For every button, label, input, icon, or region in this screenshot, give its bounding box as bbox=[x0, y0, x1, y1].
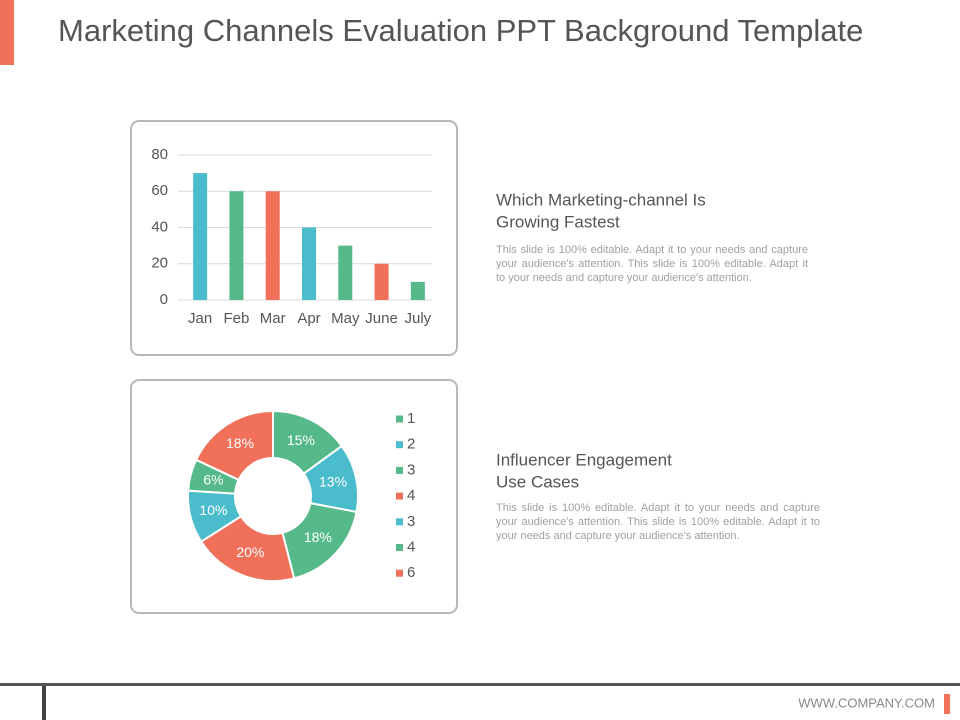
data-label: 6% bbox=[203, 471, 223, 487]
section-title: Which Marketing-channel Is bbox=[496, 190, 706, 209]
legend-label: 4 bbox=[407, 538, 415, 555]
legend-swatch bbox=[396, 569, 403, 577]
bar bbox=[229, 191, 244, 300]
section-body: This slide is 100% editable. Adapt it to… bbox=[496, 502, 820, 542]
x-tick-label: Mar bbox=[260, 310, 286, 327]
donut-segment bbox=[194, 409, 274, 482]
section-title: Influencer Engagement bbox=[496, 450, 672, 469]
data-label: 13% bbox=[319, 473, 347, 489]
x-tick-label: Apr bbox=[297, 310, 320, 327]
data-label: 18% bbox=[304, 529, 332, 545]
section-title: Use Cases bbox=[496, 472, 579, 491]
footer-accent bbox=[42, 686, 46, 720]
footer-accent bbox=[944, 694, 950, 714]
x-tick-label: Feb bbox=[223, 310, 249, 327]
x-tick-label: May bbox=[331, 310, 360, 327]
footer-line bbox=[0, 683, 960, 686]
accent-bar bbox=[0, 0, 14, 65]
bar bbox=[302, 227, 316, 300]
x-tick-label: July bbox=[405, 310, 432, 327]
bar bbox=[193, 173, 208, 300]
y-tick-label: 20 bbox=[151, 255, 168, 272]
bar bbox=[374, 263, 389, 300]
y-tick-label: 40 bbox=[151, 218, 168, 235]
legend-label: 3 bbox=[407, 461, 415, 478]
data-label: 18% bbox=[226, 435, 254, 451]
bar bbox=[410, 281, 425, 300]
legend-swatch bbox=[396, 544, 403, 551]
bar bbox=[338, 245, 353, 300]
section-body: This slide is 100% editable. Adapt it to… bbox=[496, 244, 808, 284]
legend-swatch bbox=[396, 466, 403, 474]
section-title: Growing Fastest bbox=[496, 212, 620, 231]
legend-label: 1 bbox=[407, 410, 415, 427]
x-tick-label: June bbox=[365, 310, 398, 327]
data-label: 20% bbox=[236, 544, 264, 560]
x-tick-label: Jan bbox=[188, 310, 212, 327]
bar bbox=[265, 191, 280, 300]
legend-label: 3 bbox=[407, 513, 415, 530]
y-tick-label: 0 bbox=[160, 291, 168, 308]
legend-swatch bbox=[396, 415, 403, 423]
legend-label: 4 bbox=[407, 487, 415, 504]
legend-label: 2 bbox=[407, 436, 415, 453]
footer-url: WWW.COMPANY.COM bbox=[798, 695, 935, 710]
legend-swatch bbox=[396, 441, 403, 449]
chart-frame bbox=[130, 379, 458, 614]
slide-title: Marketing Channels Evaluation PPT Backgr… bbox=[58, 13, 863, 48]
chart-frame bbox=[130, 120, 458, 356]
data-label: 10% bbox=[199, 502, 227, 518]
y-tick-label: 60 bbox=[151, 182, 168, 199]
legend-label: 6 bbox=[407, 564, 415, 581]
legend-swatch bbox=[396, 492, 403, 500]
data-label: 15% bbox=[287, 432, 315, 448]
y-tick-label: 80 bbox=[151, 146, 168, 163]
legend-swatch bbox=[396, 518, 403, 526]
